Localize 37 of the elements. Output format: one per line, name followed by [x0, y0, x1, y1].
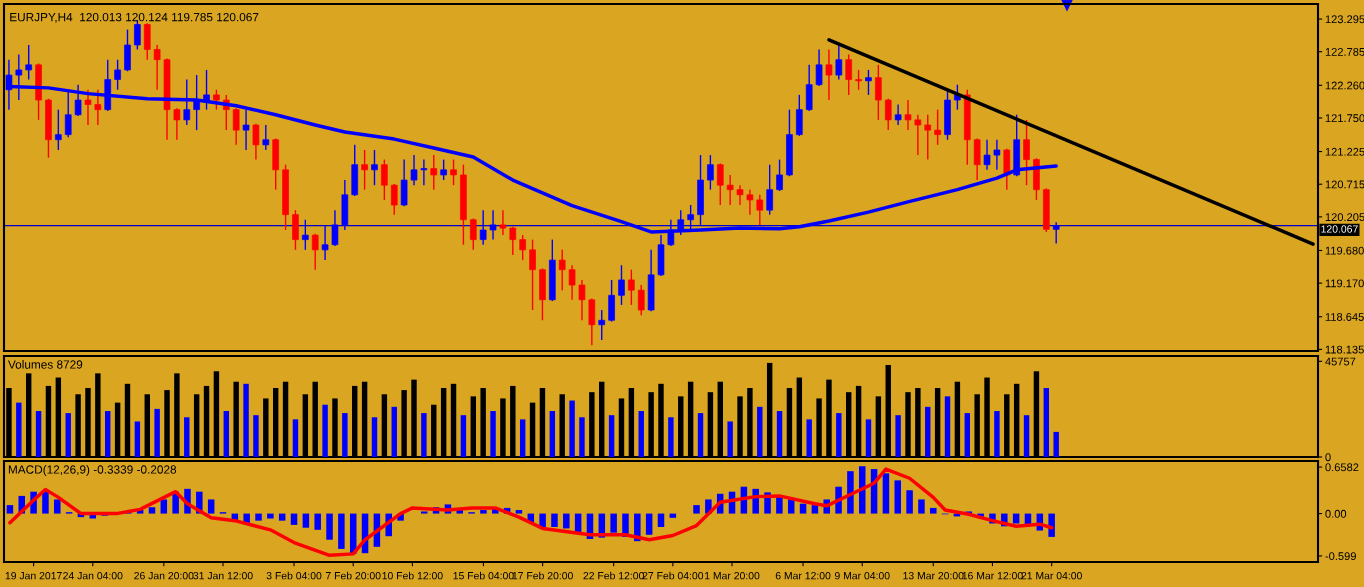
x-tick-label: 27 Feb 04:00 — [642, 571, 704, 580]
x-tick-label: 19 Jan 2017 — [5, 572, 62, 580]
y-tick-label: 120.205 — [1325, 213, 1364, 222]
chart-title: Volumes 8729 — [7, 360, 83, 369]
y-tick-label: 122.785 — [1325, 47, 1364, 56]
y-tick-label: 121.750 — [1325, 114, 1364, 123]
y-tick-label: 118.645 — [1325, 313, 1364, 321]
x-tick-label: 15 Feb 04:00 — [453, 571, 514, 580]
y-tick-label: 120.715 — [1325, 180, 1364, 189]
y-tick-label: 0.6582 — [1325, 463, 1359, 472]
x-tick-label: 3 Feb 04:00 — [266, 571, 322, 580]
x-tick-label: 26 Jan 20:00 — [134, 572, 194, 580]
x-tick-label: 6 Mar 12:00 — [775, 572, 831, 580]
chart-title: MACD(12,26,9) -0.3339 -0.2028 — [8, 465, 177, 477]
y-tick-label: 0.00 — [1325, 509, 1347, 518]
y-tick-label: 121.225 — [1325, 147, 1364, 156]
x-tick-label: 10 Feb 12:00 — [382, 571, 443, 580]
y-tick-label: 122.260 — [1325, 81, 1364, 90]
x-tick-label: 9 Mar 04:00 — [834, 572, 890, 580]
y-tick-label: 0 — [1325, 453, 1331, 462]
ref-line-label: 120.067 — [1321, 225, 1358, 233]
x-tick-label: 24 Jan 04:00 — [63, 572, 123, 580]
y-tick-label: 123.295 — [1325, 15, 1364, 24]
x-tick-label: 17 Feb 20:00 — [512, 571, 573, 580]
y-tick-label: 119.170 — [1325, 279, 1364, 288]
text: EURJPY,H4 120.013 120.124 119.785 120.067 — [10, 12, 259, 23]
x-tick-label: 1 Mar 20:00 — [705, 572, 760, 580]
x-tick-label: 22 Feb 12:00 — [583, 571, 644, 580]
x-tick-label: 16 Mar 12:00 — [962, 572, 1023, 580]
x-tick-label: 13 Mar 20:00 — [903, 572, 964, 580]
y-tick-label: 118.135 — [1325, 345, 1364, 354]
y-tick-label: 45757 — [1325, 357, 1356, 366]
x-tick-label: 21 Mar 04:00 — [1021, 572, 1082, 580]
y-tick-label: 119.680 — [1325, 246, 1364, 255]
x-tick-label: 7 Feb 20:00 — [325, 571, 381, 580]
x-tick-label: 31 Jan 12:00 — [193, 572, 253, 580]
y-tick-label: -0.599 — [1325, 552, 1356, 561]
